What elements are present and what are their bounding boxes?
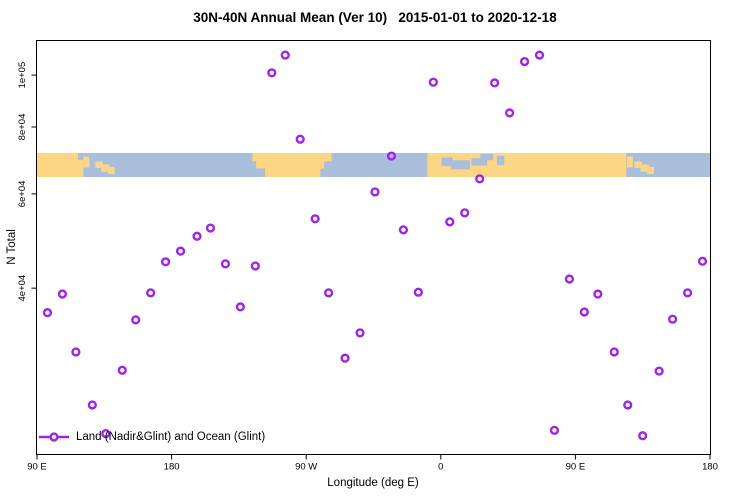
data-point — [250, 261, 260, 271]
map-band-water-west-mediterranean — [441, 157, 453, 167]
map-band-land-korea-wrap — [626, 156, 633, 168]
data-point — [398, 225, 409, 235]
data-point — [117, 365, 127, 375]
data-point — [71, 347, 81, 357]
data-point — [579, 307, 589, 317]
y-axis-tick-label: 4e+04 — [17, 275, 28, 302]
data-point — [161, 257, 171, 267]
x-axis-tick-label: 90 E — [27, 462, 47, 473]
y-axis-title: N Total — [6, 229, 18, 265]
data-point — [57, 289, 68, 299]
data-point — [192, 231, 202, 241]
map-band-land-north-america-mid — [256, 160, 325, 169]
data-point — [386, 151, 397, 161]
data-point — [355, 328, 365, 338]
data-point — [295, 134, 305, 144]
data-point — [534, 50, 545, 60]
map-band-water-black-sea — [480, 153, 494, 161]
data-point — [131, 315, 141, 325]
data-point — [310, 214, 320, 224]
data-point — [413, 287, 423, 297]
x-axis-tick-label: 90 E — [566, 462, 586, 473]
data-point — [445, 217, 455, 227]
y-axis-tick-label: 1e+05 — [17, 62, 28, 89]
data-point — [220, 259, 231, 269]
map-band-water-caspian-sea — [496, 155, 505, 165]
data-point — [564, 274, 575, 284]
data-point — [593, 289, 603, 299]
legend-marker-icon — [49, 432, 59, 442]
data-point — [668, 314, 678, 324]
data-point — [87, 400, 97, 410]
x-axis-tick-label: 90 W — [295, 462, 317, 473]
data-point — [324, 288, 334, 298]
data-point — [340, 353, 350, 363]
map-band-land-north-america-south — [265, 167, 321, 177]
data-point — [475, 174, 485, 184]
data-point — [370, 187, 380, 197]
x-axis-title: Longitude (deg E) — [327, 477, 419, 489]
legend: Land (Nadir&Glint) and Ocean (Glint) — [38, 430, 265, 444]
map-band-land-korea — [83, 156, 90, 168]
data-point — [697, 256, 708, 266]
data-point — [101, 428, 111, 439]
map-band-land-japan-west-wrap — [634, 161, 642, 168]
x-axis-tick-label: 180 — [164, 462, 180, 473]
map-band-land-asia — [37, 153, 84, 177]
legend-label: Land (Nadir&Glint) and Ocean (Glint) — [76, 431, 266, 443]
data-point — [623, 400, 633, 410]
map-band-water-east-mediterranean — [471, 158, 488, 166]
map-band-land-japan-central — [101, 164, 110, 172]
data-point — [549, 425, 560, 435]
data-point — [280, 50, 290, 60]
data-point — [267, 68, 277, 78]
map-band-water-yellow-sea — [78, 153, 84, 161]
plot-frame — [36, 40, 711, 455]
y-axis-tick-label: 6e+04 — [17, 181, 28, 208]
data-point — [428, 77, 438, 87]
map-band-land-japan-east — [108, 166, 115, 175]
y-axis-tick-label: 8e+04 — [17, 114, 28, 141]
data-point — [205, 223, 216, 233]
map-band-land-japan-west — [95, 161, 103, 168]
legend-swatch — [39, 432, 69, 442]
x-axis-tick-label: 180 — [702, 462, 718, 473]
map-band-land-north-america-north — [252, 153, 332, 162]
data-point — [175, 246, 186, 256]
data-point — [490, 78, 500, 88]
data-point — [235, 302, 245, 312]
data-point — [42, 308, 53, 318]
data-point — [460, 208, 470, 218]
chart-title: 30N-40N Annual Mean (Ver 10) 2015-01-01 … — [193, 10, 557, 25]
data-point — [654, 366, 664, 376]
map-band-land-japan-east-wrap — [647, 166, 654, 175]
data-point — [146, 288, 156, 298]
data-point — [682, 288, 693, 298]
x-axis-tick-label: 0 — [438, 462, 443, 473]
map-band-water-central-mediterranean — [451, 160, 470, 170]
data-point — [609, 347, 619, 357]
map-band-land-japan-central-wrap — [640, 164, 649, 172]
data-point — [504, 108, 515, 118]
data-point — [638, 431, 648, 441]
data-point — [519, 56, 530, 67]
